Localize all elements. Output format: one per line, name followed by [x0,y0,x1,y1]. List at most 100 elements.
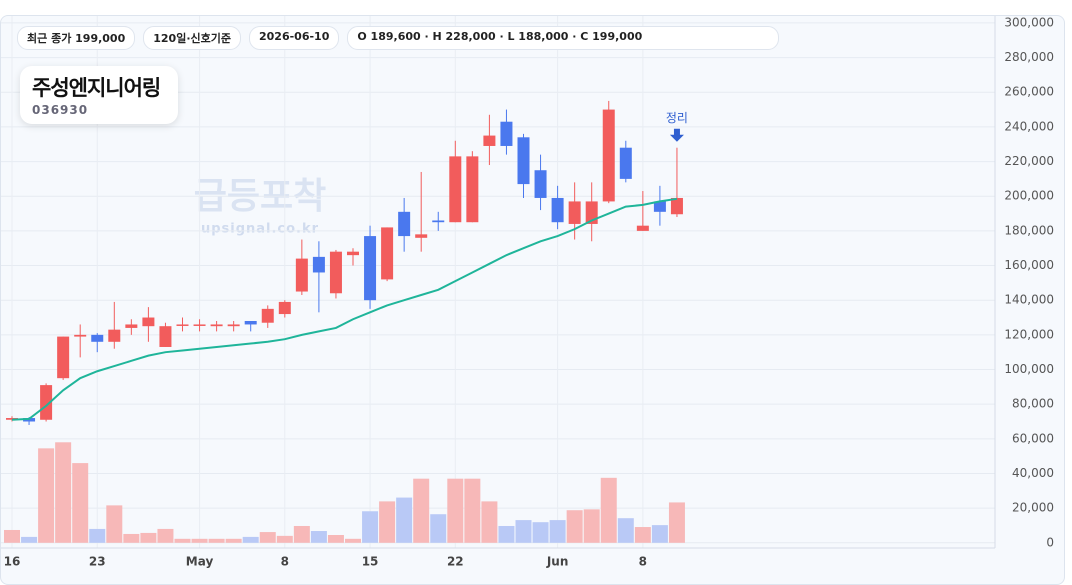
candle-body [347,251,359,256]
volume-bar [651,525,668,543]
x-tick-label: 16 [4,555,21,569]
stock-name: 주성엔지니어링 [32,76,161,100]
candle-body [551,197,564,223]
candle-body [517,137,530,185]
volume-bar [583,509,600,543]
y-tick-label: 180,000 [1004,223,1054,237]
watermark-site: upsignal.co.kr [201,222,319,237]
x-tick-label: 15 [362,555,379,569]
volume-bar [276,535,293,543]
y-tick-label: 20,000 [1012,501,1054,515]
volume-bar [396,497,413,543]
candle-body [500,121,513,146]
volume-bar [464,478,481,543]
candle-body [261,308,274,323]
candle-body [312,256,325,273]
x-tick-label: Jun [546,555,569,569]
chip: 120일·신호기준 [143,26,241,50]
volume-bar [549,520,566,543]
y-tick-label: 300,000 [1004,15,1054,29]
y-tick-label: 220,000 [1004,154,1054,168]
volume-bar [21,536,38,543]
chip: O 189,600 · H 228,000 · L 188,000 · C 19… [347,26,780,50]
volume-bar [310,531,327,543]
volume-bar [123,533,140,543]
volume-bar [225,538,242,543]
y-tick-label: 100,000 [1004,362,1054,376]
candle-body [227,324,240,327]
x-tick-label: May [186,555,214,569]
volume-bar [379,501,396,543]
candle-body [568,201,581,224]
stock-card: 주성엔지니어링 036930 [20,66,178,124]
volume-bar [481,501,498,543]
volume-bar [447,478,464,543]
candle-body [125,324,138,328]
stock-code: 036930 [32,103,89,117]
x-tick-label: 8 [639,555,647,569]
candle-body [432,220,445,223]
candle-body [415,234,428,238]
annotation-arrow [669,128,684,142]
y-tick-label: 140,000 [1004,293,1054,307]
candle-body [244,320,257,325]
volume-bar [362,511,379,543]
volume-bar [38,448,55,543]
candle-body [278,301,291,315]
volume-bar [89,528,106,543]
volume-bar [55,442,72,543]
volume-bar [430,514,447,543]
volume-bar [413,478,430,543]
chip: 최근 종가 199,000 [17,26,136,50]
volume-bar [191,538,208,543]
x-tick-label: 8 [281,555,289,569]
volume-bar [259,532,276,543]
candle-body [619,147,632,179]
volume-bar [106,505,123,543]
volume-bar [174,538,191,543]
x-tick-label: 22 [447,555,464,569]
volume-bar [327,535,344,543]
candle-body [159,326,172,347]
volume-bar [72,463,89,543]
candle-body [449,156,462,223]
candle-body [636,225,649,231]
y-tick-label: 280,000 [1004,50,1054,64]
y-tick-label: 0 [1046,535,1054,549]
volume-bar [345,538,361,543]
candle-body [57,336,70,379]
volume-bar [600,477,617,543]
volume-bar [140,532,157,543]
y-tick-label: 200,000 [1004,189,1054,203]
y-tick-label: 160,000 [1004,258,1054,272]
volume-bar [515,520,532,543]
volume-bar [668,502,685,543]
volume-bar [634,527,651,543]
volume-bar [498,525,515,543]
candle-body [329,251,342,294]
y-tick-label: 260,000 [1004,85,1054,99]
y-tick-label: 60,000 [1012,431,1054,445]
annotation: 정리 [666,111,688,125]
candle-body [108,329,121,342]
candle-body [398,211,411,237]
volume-bar [617,518,634,543]
candle-body [193,324,206,326]
volume-bar [532,522,549,543]
candle-body [670,197,683,215]
y-tick-label: 240,000 [1004,119,1054,133]
y-tick-label: 120,000 [1004,327,1054,341]
chip: 2026-06-10 [249,26,340,50]
y-tick-label: 80,000 [1012,397,1054,411]
candle-body [653,201,666,212]
candle-body [142,317,155,327]
ma-line [11,197,678,421]
candle-body [295,258,308,292]
volume-bar [293,525,310,543]
candle-body [483,135,496,146]
volume-bar [208,538,225,543]
candle-body [91,334,104,342]
candle-body [364,236,377,301]
